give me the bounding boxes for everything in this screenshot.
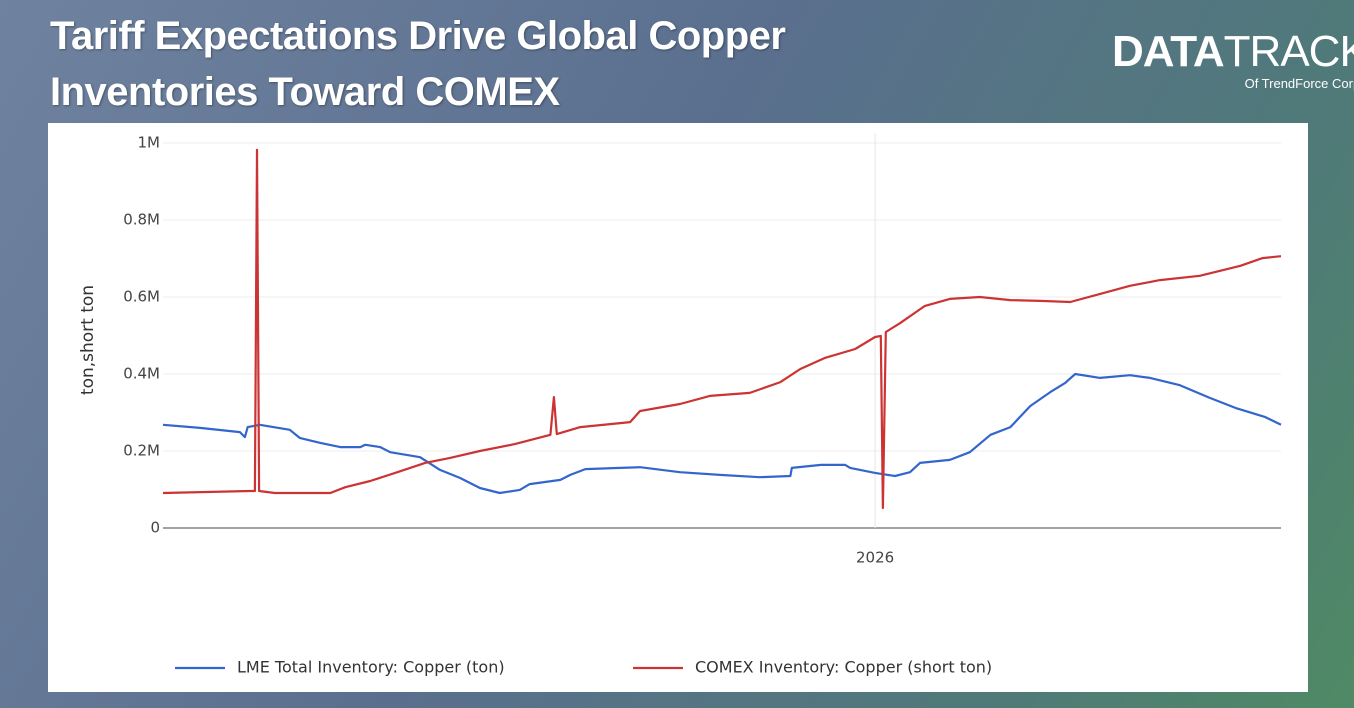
logo: DATATRACK Of TrendForce Corp.	[1112, 28, 1354, 92]
y-axis-label: ton,short ton	[78, 285, 98, 395]
legend-label: LME Total Inventory: Copper (ton)	[237, 658, 505, 677]
y-tick-label: 1M	[138, 134, 161, 152]
series-line	[162, 148, 1282, 510]
logo-bold: DATA	[1112, 27, 1225, 76]
y-tick-label: 0.2M	[123, 442, 160, 460]
y-tick-label: 0.6M	[123, 288, 160, 306]
logo-sub: Of TrendForce Corp.	[1244, 76, 1354, 91]
x-tick-label: 2026	[856, 549, 894, 567]
logo-light: TRACK	[1223, 27, 1354, 76]
y-tick-label: 0.4M	[123, 365, 160, 383]
chart-panel	[48, 123, 1308, 692]
title-line: Inventories Toward COMEX	[50, 70, 560, 114]
title: Tariff Expectations Drive Global Copper …	[50, 8, 786, 120]
y-tick-label: 0.8M	[123, 211, 160, 229]
series-line	[162, 372, 1282, 495]
legend-label: COMEX Inventory: Copper (short ton)	[695, 658, 992, 677]
title-line: Tariff Expectations Drive Global Copper	[50, 14, 786, 58]
y-tick-label: 0	[150, 519, 160, 537]
logo-brand: DATATRACK	[1112, 28, 1354, 76]
